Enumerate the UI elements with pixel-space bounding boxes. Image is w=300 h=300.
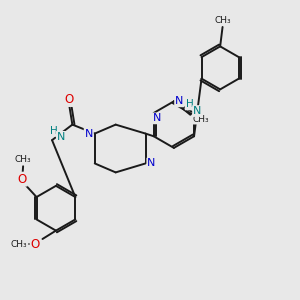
Text: H: H (50, 126, 58, 136)
Text: N: N (85, 129, 93, 139)
Text: CH₃: CH₃ (15, 155, 32, 164)
Text: CH₃: CH₃ (193, 115, 209, 124)
Text: CH₃: CH₃ (11, 240, 28, 249)
Text: N: N (193, 106, 201, 116)
Text: O: O (30, 238, 40, 251)
Text: H: H (186, 100, 193, 110)
Text: CH₃: CH₃ (215, 16, 232, 25)
Text: N: N (57, 132, 65, 142)
Text: N: N (147, 158, 156, 168)
Text: O: O (18, 172, 27, 186)
Text: N: N (175, 96, 184, 106)
Text: O: O (65, 93, 74, 106)
Text: N: N (153, 113, 161, 123)
